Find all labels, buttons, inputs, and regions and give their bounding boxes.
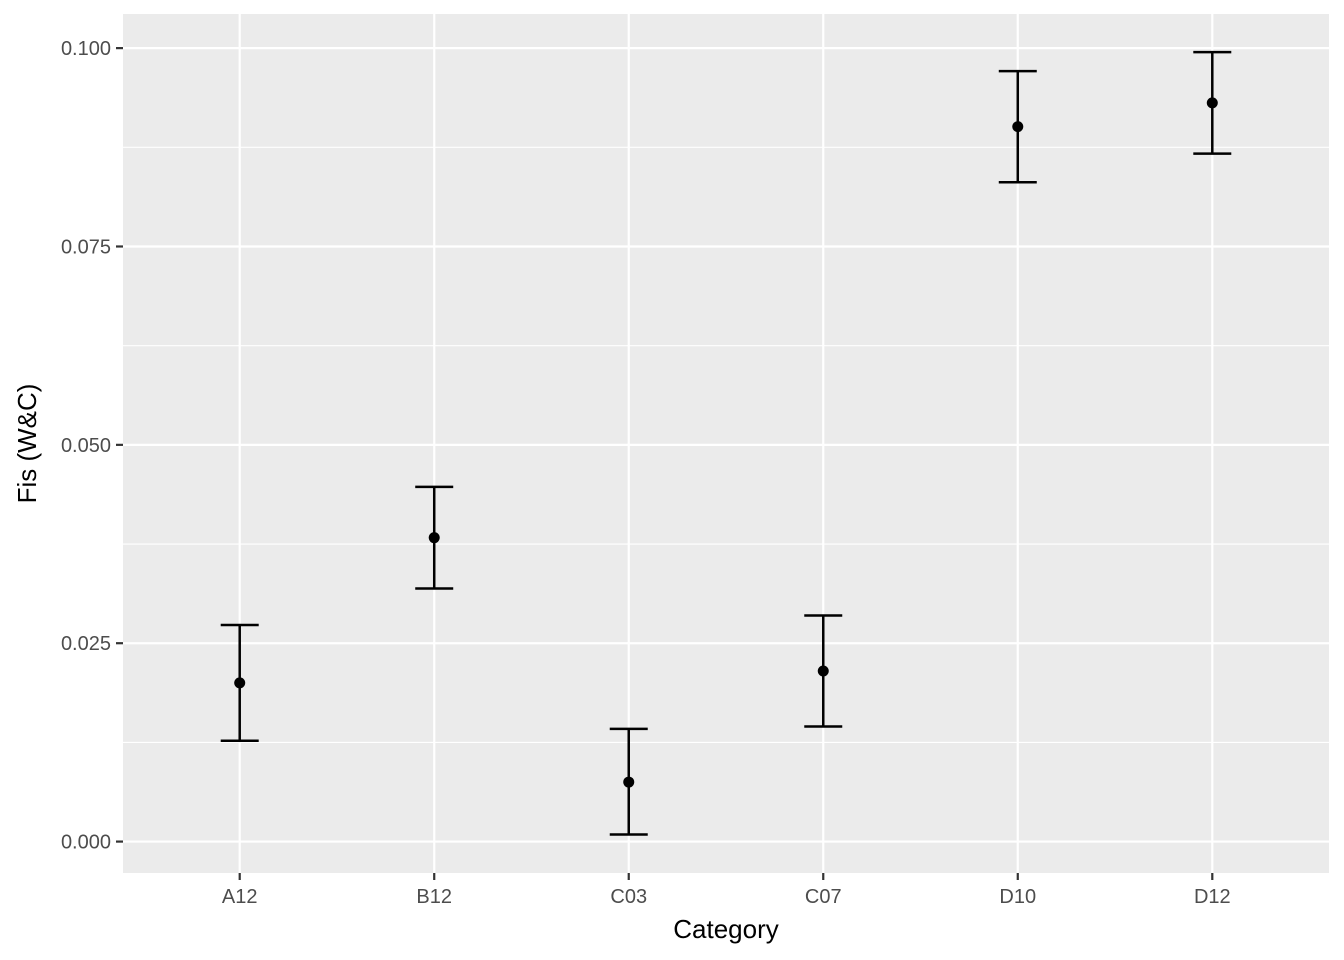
- data-point: [1206, 97, 1218, 109]
- y-tick-label: 0.100: [61, 38, 111, 60]
- data-points: [234, 97, 1218, 788]
- y-tick-label: 0.075: [61, 236, 111, 258]
- x-tick-label: D10: [999, 886, 1036, 908]
- x-tick-label: C07: [805, 886, 842, 908]
- data-point: [817, 665, 829, 677]
- y-tick-label: 0.025: [61, 633, 111, 655]
- x-axis: A12 B12 C03 C07 D10 D12: [222, 873, 1231, 908]
- major-gridlines: [123, 14, 1329, 873]
- x-axis-title: Category: [673, 914, 779, 944]
- x-tick-label: A12: [222, 886, 258, 908]
- plot-panel: [123, 14, 1329, 873]
- x-tick-label: D12: [1194, 886, 1231, 908]
- y-tick-label: 0.050: [61, 435, 111, 457]
- minor-gridlines: [123, 146, 1329, 743]
- data-point: [234, 677, 246, 689]
- y-axis-title: Fis (W&C): [12, 384, 42, 504]
- x-tick-label: C03: [610, 886, 647, 908]
- y-axis: 0.000 0.025 0.050 0.075 0.100: [61, 38, 123, 854]
- data-point: [428, 532, 440, 544]
- y-tick-label: 0.000: [61, 832, 111, 854]
- data-point: [623, 776, 635, 788]
- data-point: [1012, 121, 1024, 133]
- x-tick-label: B12: [416, 886, 452, 908]
